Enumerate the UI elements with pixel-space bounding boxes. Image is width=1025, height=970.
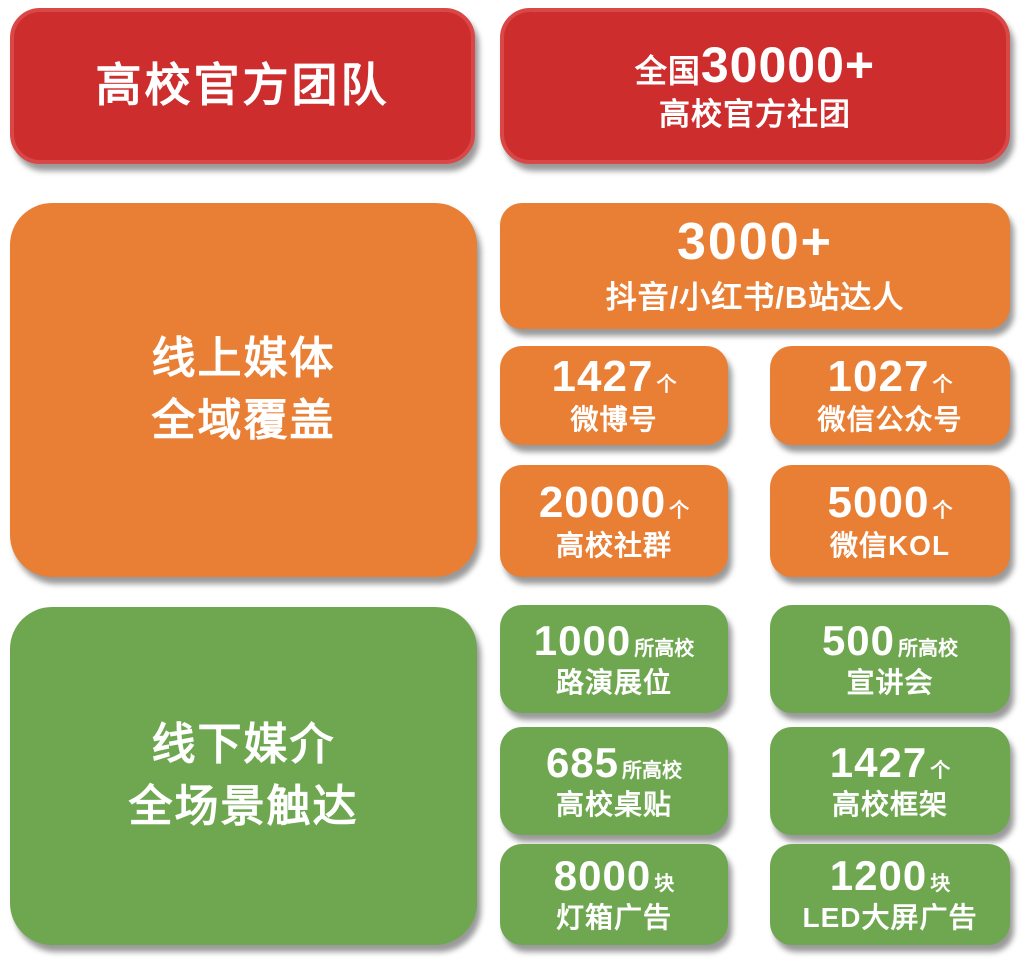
stat-number: 1000 [533, 616, 632, 664]
stat-line: 8000 块 [554, 855, 674, 897]
stat-unit: 所高校 [634, 637, 695, 660]
stat-label: 高校官方社团 [659, 96, 851, 132]
stat-number: 5000 [827, 477, 930, 527]
stat-unit: 个 [656, 374, 677, 397]
stat-number: 20000 [538, 477, 667, 527]
stat-label: 微信公众号 [817, 404, 963, 436]
stat-number: 1027 [827, 352, 930, 402]
stat-label: 抖音/小红书/B站达人 [605, 279, 905, 315]
stat-unit: 所高校 [622, 759, 683, 782]
stat-label: 路演展位 [555, 666, 672, 698]
stat-line: 5000 个 [827, 477, 953, 527]
stat-unit: 块 [930, 873, 951, 896]
card-national-official-clubs: 全国 30000+ 高校官方社团 [500, 8, 1010, 164]
stat-unit: 个 [932, 499, 953, 522]
card-online-media-title: 线上媒体 全域覆盖 [10, 203, 477, 577]
stat-line: 1200 块 [830, 855, 950, 897]
stat-line: 1427 个 [552, 355, 677, 399]
stat-card-wechat-official: 1027 个 微信公众号 [770, 346, 1010, 445]
stat-number: 500 [821, 616, 896, 664]
stat-label: 高校桌贴 [555, 788, 672, 820]
section-title-offline-line2: 全场景触达 [128, 782, 359, 831]
stat-number: 685 [545, 738, 620, 786]
stat-line: 1427 个 [829, 738, 951, 786]
stat-card-douyin-xiaohongshu-bilibili: 3000+ 抖音/小红书/B站达人 [500, 203, 1010, 329]
stat-card-roadshow-booths: 1000 所高校 路演展位 [500, 605, 728, 713]
stat-number: 1427 [551, 352, 654, 402]
stat-number: 1200 [829, 852, 928, 900]
stat-card-info-sessions: 500 所高校 宣讲会 [770, 605, 1010, 713]
stat-label: LED大屏广告 [802, 902, 978, 934]
stat-national-clubs: 全国 30000+ [635, 39, 875, 92]
stat-label: 宣讲会 [846, 666, 934, 698]
section-title-online-line1: 线上媒体 [151, 334, 336, 384]
stat-number: 3000+ [676, 212, 834, 271]
stat-unit: 个 [930, 759, 951, 782]
stat-card-led-screen-ads: 1200 块 LED大屏广告 [770, 844, 1010, 945]
section-title-official-team: 高校官方团队 [95, 59, 390, 112]
card-offline-media-title: 线下媒介 全场景触达 [10, 607, 477, 945]
stat-number: 30000+ [700, 37, 876, 94]
section-title-offline-line1: 线下媒介 [151, 720, 336, 770]
section-title-online-line2: 全域覆盖 [151, 396, 336, 445]
stat-label: 高校社群 [555, 529, 672, 561]
stat-prefix: 全国 [634, 53, 701, 90]
stat-unit: 个 [932, 374, 953, 397]
stat-label: 高校框架 [831, 788, 948, 820]
stat-label: 微博号 [570, 404, 658, 436]
stat-card-wechat-kol: 5000 个 微信KOL [770, 465, 1010, 577]
stat-line: 20000 个 [538, 477, 690, 527]
stat-line: 500 所高校 [821, 616, 959, 664]
stat-line: 1027 个 [828, 355, 953, 399]
stat-unit: 个 [669, 499, 690, 522]
stat-card-weibo: 1427 个 微博号 [500, 346, 728, 445]
stat-line: 685 所高校 [545, 738, 683, 786]
stat-unit: 所高校 [898, 637, 959, 660]
stat-label: 微信KOL [829, 529, 951, 561]
card-university-official-team: 高校官方团队 [10, 8, 475, 164]
stat-line: 1000 所高校 [533, 616, 695, 664]
stat-card-lightbox-ads: 8000 块 灯箱广告 [500, 844, 728, 945]
stat-number: 1427 [829, 738, 928, 786]
stat-number: 8000 [553, 852, 652, 900]
stat-card-campus-groups: 20000 个 高校社群 [500, 465, 728, 577]
stat-card-campus-frames: 1427 个 高校框架 [770, 727, 1010, 835]
stat-label: 灯箱广告 [555, 902, 672, 934]
stat-unit: 块 [654, 873, 675, 896]
stat-card-desk-stickers: 685 所高校 高校桌贴 [500, 727, 728, 835]
